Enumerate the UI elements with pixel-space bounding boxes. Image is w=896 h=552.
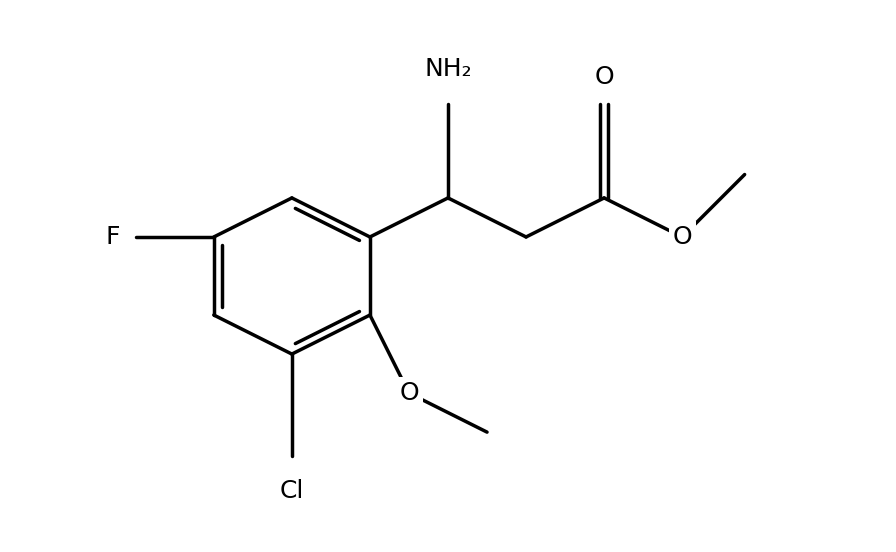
Text: NH₂: NH₂ [424, 57, 472, 81]
Text: O: O [399, 381, 418, 405]
Text: F: F [106, 225, 120, 249]
Text: Cl: Cl [280, 479, 304, 503]
Text: O: O [672, 225, 692, 249]
Text: O: O [594, 65, 614, 89]
